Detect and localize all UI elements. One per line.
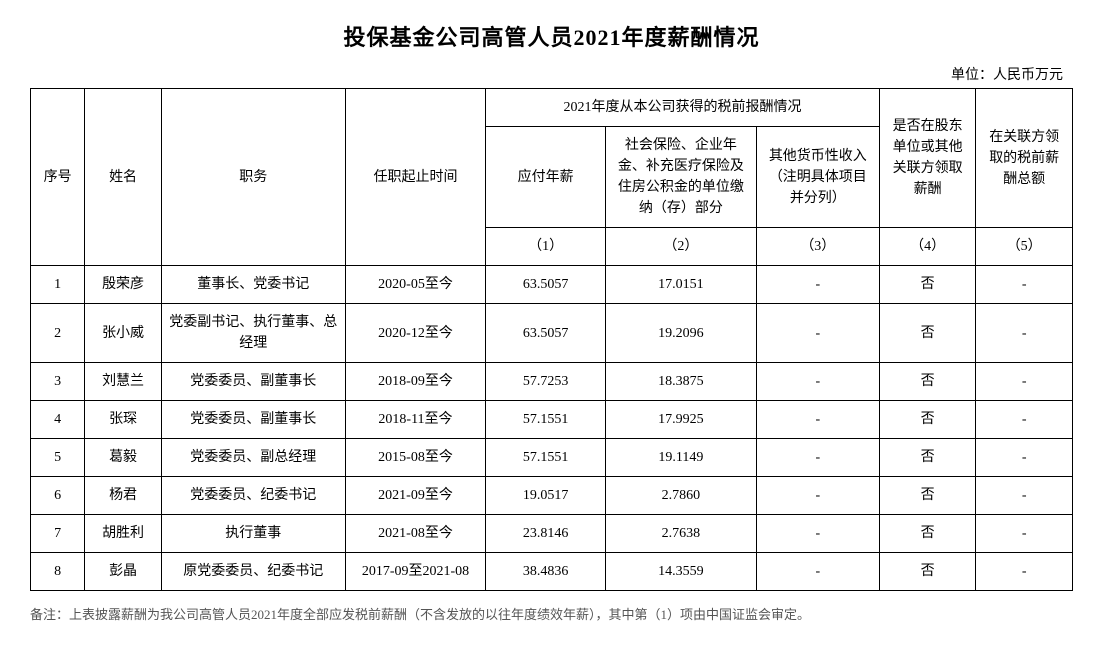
cell-other: - xyxy=(756,304,879,363)
cell-name: 彭晶 xyxy=(85,553,161,591)
cell-tenure: 2018-11至今 xyxy=(345,401,485,439)
cell-social: 14.3559 xyxy=(606,553,757,591)
footnote: 备注：上表披露薪酬为我公司高管人员2021年度全部应发税前薪酬（不含发放的以往年… xyxy=(30,605,1073,626)
cell-related: - xyxy=(976,363,1073,401)
header-position: 职务 xyxy=(161,89,345,266)
cell-social: 18.3875 xyxy=(606,363,757,401)
table-row: 8彭晶原党委委员、纪委书记2017-09至2021-0838.483614.35… xyxy=(31,553,1073,591)
cell-seq: 3 xyxy=(31,363,85,401)
table-row: 4张琛党委委员、副董事长2018-11至今57.155117.9925-否- xyxy=(31,401,1073,439)
cell-salary: 63.5057 xyxy=(486,266,606,304)
table-row: 5葛毅党委委员、副总经理2015-08至今57.155119.1149-否- xyxy=(31,439,1073,477)
cell-salary: 57.7253 xyxy=(486,363,606,401)
header-seq: 序号 xyxy=(31,89,85,266)
compensation-table: 序号 姓名 职务 任职起止时间 2021年度从本公司获得的税前报酬情况 是否在股… xyxy=(30,88,1073,591)
header-salary: 应付年薪 xyxy=(486,127,606,228)
table-row: 3刘慧兰党委委员、副董事长2018-09至今57.725318.3875-否- xyxy=(31,363,1073,401)
header-sub2: （2） xyxy=(606,228,757,266)
cell-social: 2.7860 xyxy=(606,477,757,515)
cell-shareholder: 否 xyxy=(879,363,976,401)
cell-other: - xyxy=(756,515,879,553)
cell-position: 党委副书记、执行董事、总经理 xyxy=(161,304,345,363)
cell-tenure: 2021-09至今 xyxy=(345,477,485,515)
cell-salary: 23.8146 xyxy=(486,515,606,553)
cell-related: - xyxy=(976,553,1073,591)
unit-label: 单位：人民币万元 xyxy=(30,64,1073,84)
cell-related: - xyxy=(976,515,1073,553)
cell-shareholder: 否 xyxy=(879,477,976,515)
header-social: 社会保险、企业年金、补充医疗保险及住房公积金的单位缴纳（存）部分 xyxy=(606,127,757,228)
cell-other: - xyxy=(756,477,879,515)
header-other: 其他货币性收入（注明具体项目并分列） xyxy=(756,127,879,228)
cell-other: - xyxy=(756,363,879,401)
cell-related: - xyxy=(976,477,1073,515)
cell-position: 党委委员、副总经理 xyxy=(161,439,345,477)
cell-tenure: 2021-08至今 xyxy=(345,515,485,553)
cell-seq: 1 xyxy=(31,266,85,304)
cell-related: - xyxy=(976,401,1073,439)
cell-other: - xyxy=(756,439,879,477)
header-name: 姓名 xyxy=(85,89,161,266)
cell-seq: 7 xyxy=(31,515,85,553)
cell-position: 党委委员、副董事长 xyxy=(161,363,345,401)
cell-shareholder: 否 xyxy=(879,266,976,304)
cell-name: 张琛 xyxy=(85,401,161,439)
cell-name: 刘慧兰 xyxy=(85,363,161,401)
cell-social: 19.1149 xyxy=(606,439,757,477)
header-sub5: （5） xyxy=(976,228,1073,266)
header-sub3: （3） xyxy=(756,228,879,266)
cell-salary: 57.1551 xyxy=(486,401,606,439)
table-row: 6杨君党委委员、纪委书记2021-09至今19.05172.7860-否- xyxy=(31,477,1073,515)
header-comp-group: 2021年度从本公司获得的税前报酬情况 xyxy=(486,89,880,127)
table-row: 1殷荣彦董事长、党委书记2020-05至今63.505717.0151-否- xyxy=(31,266,1073,304)
cell-seq: 6 xyxy=(31,477,85,515)
header-sub1: （1） xyxy=(486,228,606,266)
cell-shareholder: 否 xyxy=(879,553,976,591)
cell-name: 杨君 xyxy=(85,477,161,515)
cell-tenure: 2017-09至2021-08 xyxy=(345,553,485,591)
cell-position: 原党委委员、纪委书记 xyxy=(161,553,345,591)
cell-position: 党委委员、副董事长 xyxy=(161,401,345,439)
cell-position: 党委委员、纪委书记 xyxy=(161,477,345,515)
cell-social: 17.9925 xyxy=(606,401,757,439)
cell-name: 张小威 xyxy=(85,304,161,363)
cell-name: 葛毅 xyxy=(85,439,161,477)
cell-other: - xyxy=(756,553,879,591)
header-tenure: 任职起止时间 xyxy=(345,89,485,266)
cell-related: - xyxy=(976,439,1073,477)
header-related: 在关联方领取的税前薪酬总额 xyxy=(976,89,1073,228)
cell-social: 19.2096 xyxy=(606,304,757,363)
cell-shareholder: 否 xyxy=(879,439,976,477)
cell-name: 殷荣彦 xyxy=(85,266,161,304)
header-shareholder: 是否在股东单位或其他关联方领取薪酬 xyxy=(879,89,976,228)
table-row: 7胡胜利执行董事2021-08至今23.81462.7638-否- xyxy=(31,515,1073,553)
cell-salary: 19.0517 xyxy=(486,477,606,515)
cell-social: 2.7638 xyxy=(606,515,757,553)
cell-shareholder: 否 xyxy=(879,304,976,363)
cell-salary: 38.4836 xyxy=(486,553,606,591)
cell-tenure: 2018-09至今 xyxy=(345,363,485,401)
page-title: 投保基金公司高管人员2021年度薪酬情况 xyxy=(30,20,1073,52)
cell-seq: 8 xyxy=(31,553,85,591)
cell-tenure: 2015-08至今 xyxy=(345,439,485,477)
table-row: 2张小威党委副书记、执行董事、总经理2020-12至今63.505719.209… xyxy=(31,304,1073,363)
cell-related: - xyxy=(976,304,1073,363)
cell-other: - xyxy=(756,266,879,304)
header-sub4: （4） xyxy=(879,228,976,266)
cell-shareholder: 否 xyxy=(879,401,976,439)
cell-related: - xyxy=(976,266,1073,304)
cell-social: 17.0151 xyxy=(606,266,757,304)
cell-position: 董事长、党委书记 xyxy=(161,266,345,304)
cell-seq: 2 xyxy=(31,304,85,363)
cell-seq: 4 xyxy=(31,401,85,439)
cell-tenure: 2020-12至今 xyxy=(345,304,485,363)
cell-name: 胡胜利 xyxy=(85,515,161,553)
cell-other: - xyxy=(756,401,879,439)
cell-shareholder: 否 xyxy=(879,515,976,553)
cell-position: 执行董事 xyxy=(161,515,345,553)
cell-seq: 5 xyxy=(31,439,85,477)
cell-salary: 57.1551 xyxy=(486,439,606,477)
cell-salary: 63.5057 xyxy=(486,304,606,363)
cell-tenure: 2020-05至今 xyxy=(345,266,485,304)
